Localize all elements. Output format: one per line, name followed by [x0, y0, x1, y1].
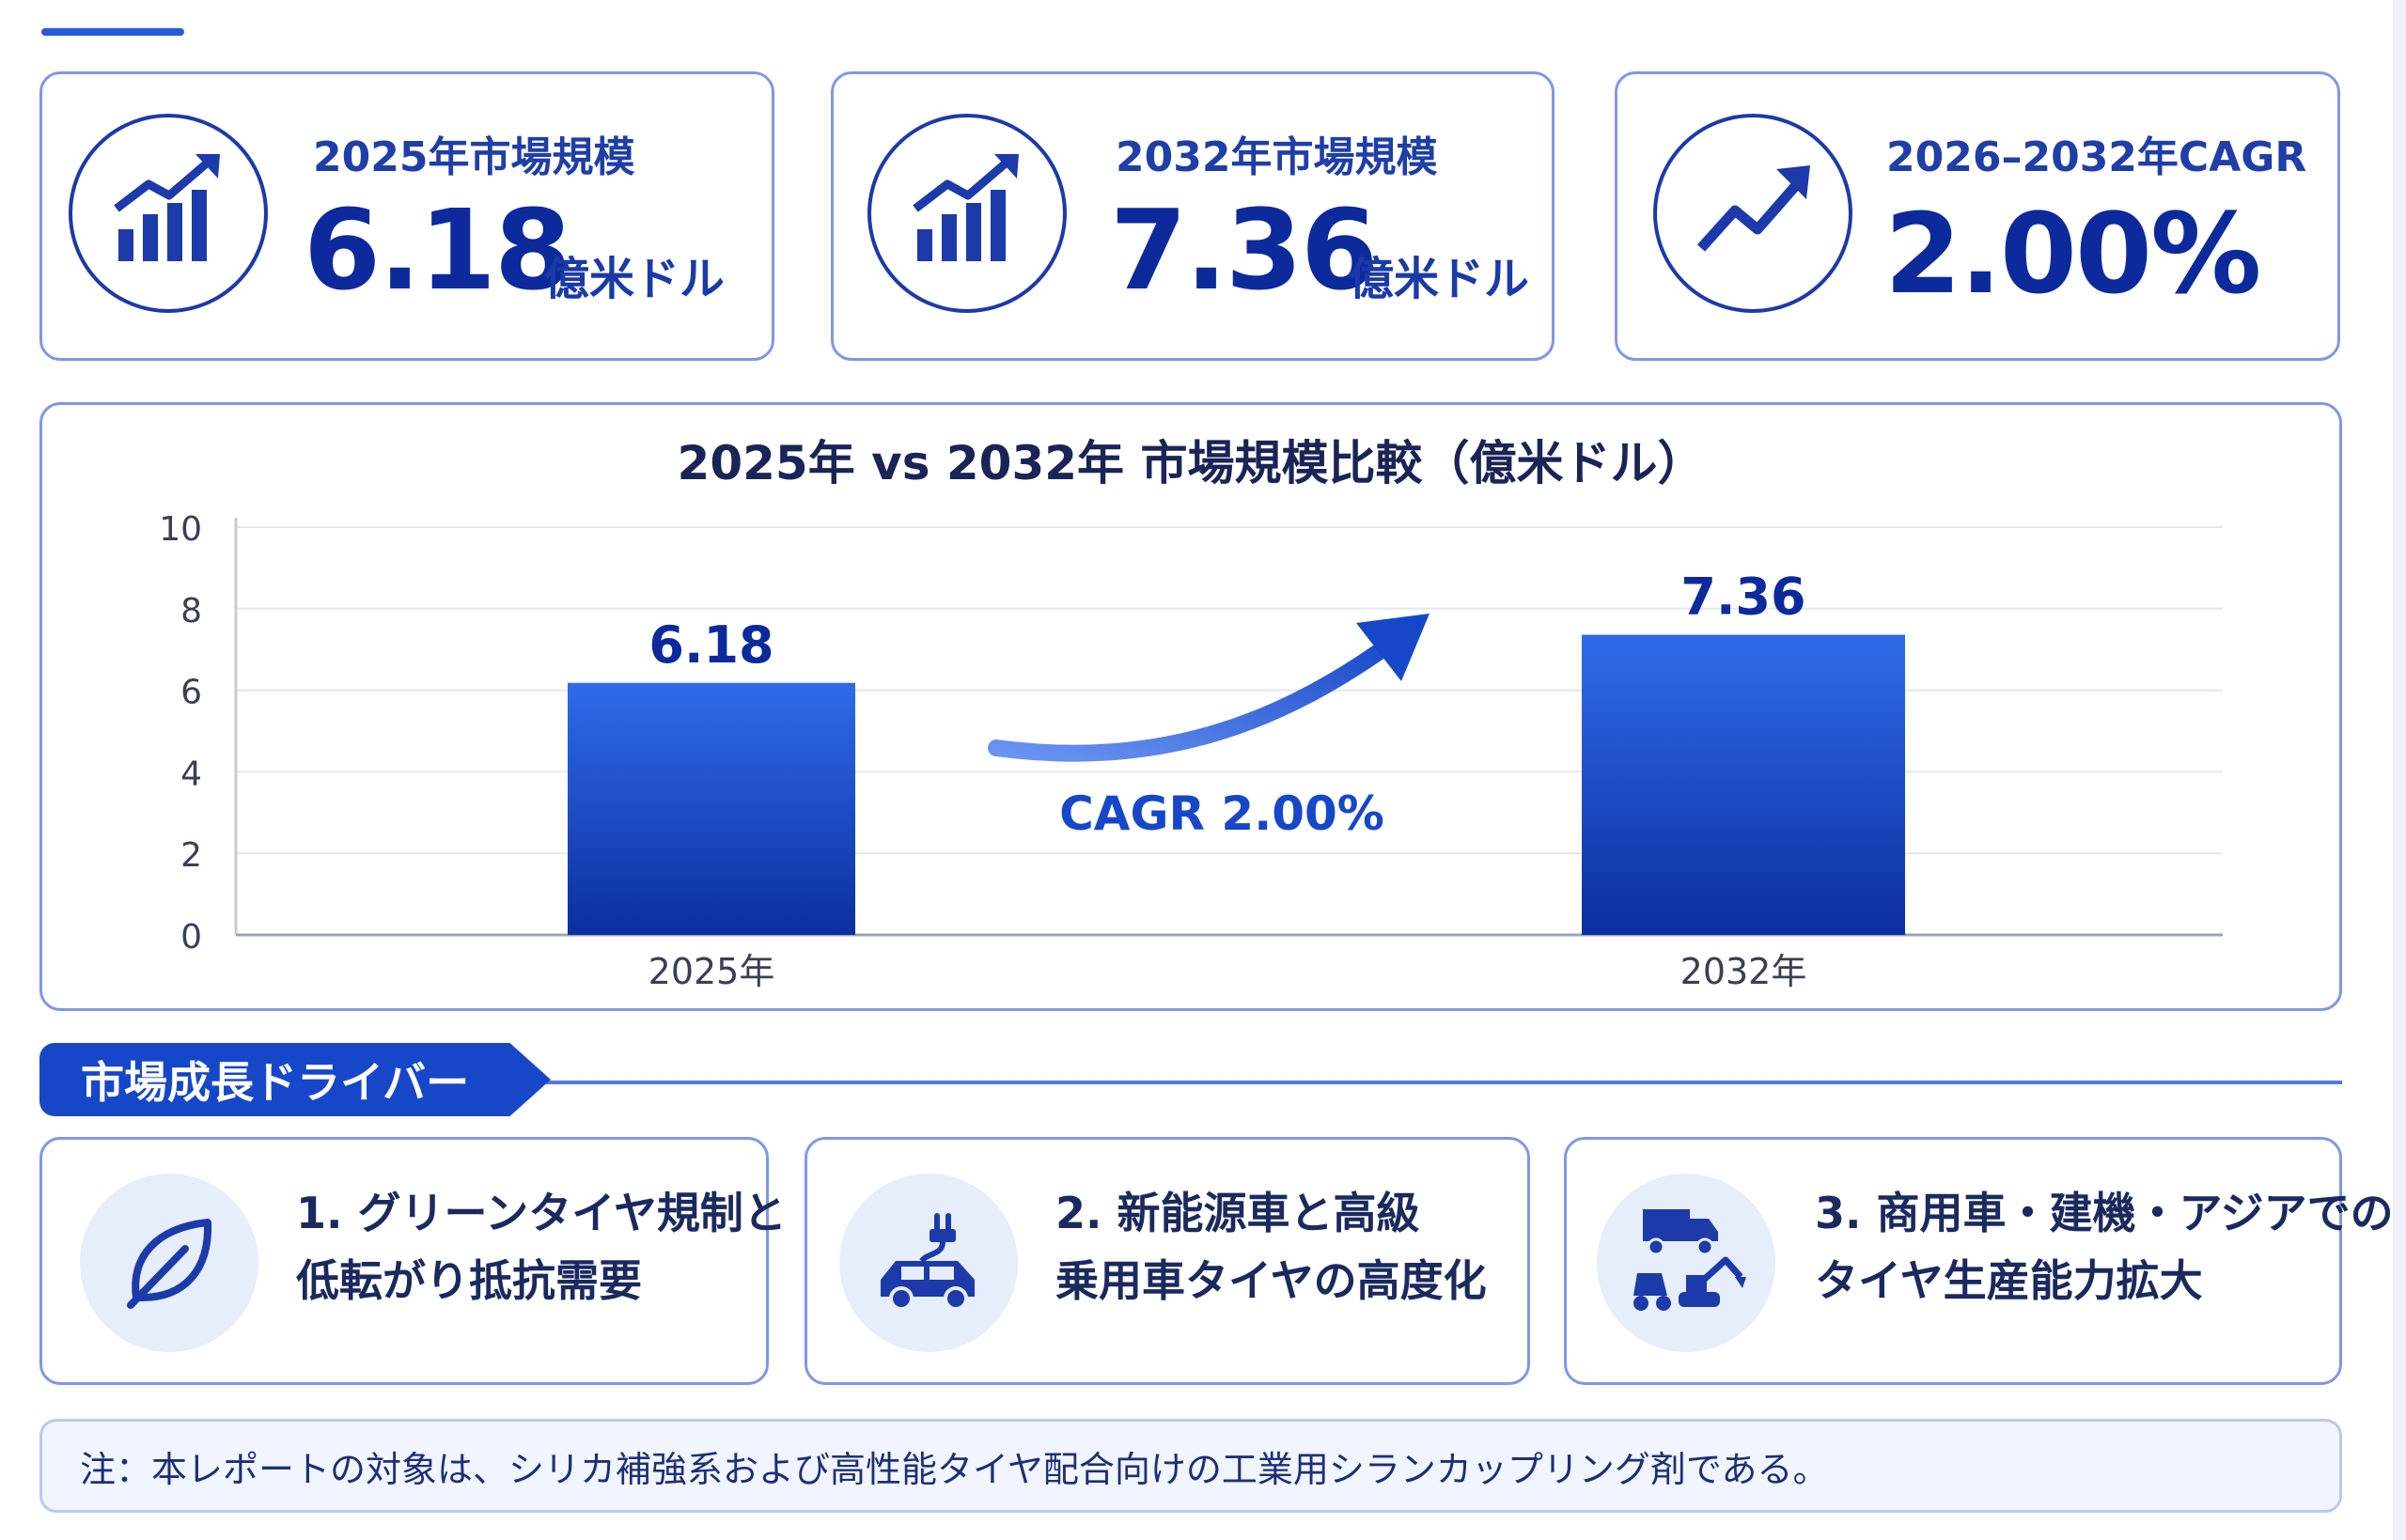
driver-card-2: 2. 新能源車と高級 乗用車タイヤの高度化 — [805, 1137, 1530, 1385]
driver-line-2: 乗用車タイヤの高度化 — [1055, 1255, 1487, 1306]
x-tick-label: 2032年 — [1680, 951, 1807, 992]
growth-arrow-head — [1356, 614, 1430, 681]
kpi-label: 2025年市場規模 — [313, 133, 635, 181]
y-tick-label: 8 — [180, 592, 202, 630]
x-tick-label: 2025年 — [648, 951, 775, 992]
kpi-card-2032: 2032年市場規模 7.36 億米ドル — [831, 71, 1555, 361]
driver-card-1: 1. グリーンタイヤ規制と 低転がり抵抗需要 — [39, 1137, 787, 1385]
leaf-icon — [80, 1174, 258, 1352]
y-tick-label: 10 — [159, 510, 202, 549]
drivers-header: 市場成長ドライバー — [39, 1043, 551, 1116]
driver-line-2: タイヤ生産能力拡大 — [1815, 1255, 2203, 1306]
data-label: 7.36 — [1680, 568, 1805, 627]
kpi-value: 6.18 — [304, 185, 571, 315]
data-label: 6.18 — [648, 615, 773, 675]
growth-arrow — [988, 631, 1404, 762]
kpi-label: 2032年市場規模 — [1116, 133, 1438, 181]
driver-line-2: 低転がり抵抗需要 — [296, 1255, 642, 1306]
section-title-underline — [41, 28, 184, 36]
kpi-label: 2026–2032年CAGR — [1886, 133, 2307, 181]
footnote: 注：本レポートの対象は、シリカ補強系および高性能タイヤ配合向けの工業用シランカッ… — [39, 1419, 2342, 1513]
chart-card: 2025年 vs 2032年 市場規模比較（億米ドル） 0 2 4 6 8 10 6.18… — [39, 402, 2342, 1011]
drivers-divider — [545, 1081, 2342, 1084]
bar — [1582, 634, 1905, 935]
kpi-value: 2.00% — [1884, 189, 2261, 319]
truck-excavator-icon — [1597, 1174, 1775, 1352]
kpi-unit: 億米ドル — [1349, 253, 1530, 305]
ev-car-plug-icon — [839, 1174, 1018, 1352]
kpi-card-cagr: 2026–2032年CAGR 2.00% — [1615, 71, 2340, 361]
driver-text: 3. 商用車・建機・アジアでの タイヤ生産能力拡大 — [1815, 1179, 2394, 1314]
chart-title: 2025年 vs 2032年 市場規模比較（億米ドル） — [677, 436, 1705, 490]
cagr-annotation: CAGR 2.00% — [1059, 786, 1384, 841]
driver-card-3: 3. 商用車・建機・アジアでの タイヤ生産能力拡大 — [1564, 1137, 2394, 1385]
y-tick-label: 0 — [180, 918, 202, 957]
kpi-card-2025: 2025年市場規模 6.18 億米ドル — [39, 71, 774, 361]
y-tick-label: 6 — [180, 674, 202, 712]
scrollbar-track[interactable] — [2393, 0, 2406, 1540]
driver-line-1: 3. 商用車・建機・アジアでの — [1815, 1188, 2394, 1238]
kpi-value: 7.36 — [1110, 185, 1378, 315]
y-tick-label: 2 — [180, 836, 202, 875]
trend-up-arrow-icon — [1653, 114, 1852, 313]
bar-chart-up-icon — [867, 114, 1067, 313]
y-tick-label: 4 — [180, 754, 202, 793]
driver-line-1: 2. 新能源車と高級 — [1055, 1188, 1420, 1238]
bar-chart-up-icon — [69, 114, 268, 313]
kpi-unit: 億米ドル — [544, 253, 726, 305]
driver-text: 2. 新能源車と高級 乗用車タイヤの高度化 — [1055, 1179, 1487, 1314]
driver-line-1: 1. グリーンタイヤ規制と — [296, 1188, 787, 1238]
bar-chart: 0 2 4 6 8 10 6.18 2025年 7.36 2032年 CAGR 2.00% — [159, 510, 2223, 992]
bar — [568, 682, 855, 935]
driver-text: 1. グリーンタイヤ規制と 低転がり抵抗需要 — [296, 1179, 787, 1314]
